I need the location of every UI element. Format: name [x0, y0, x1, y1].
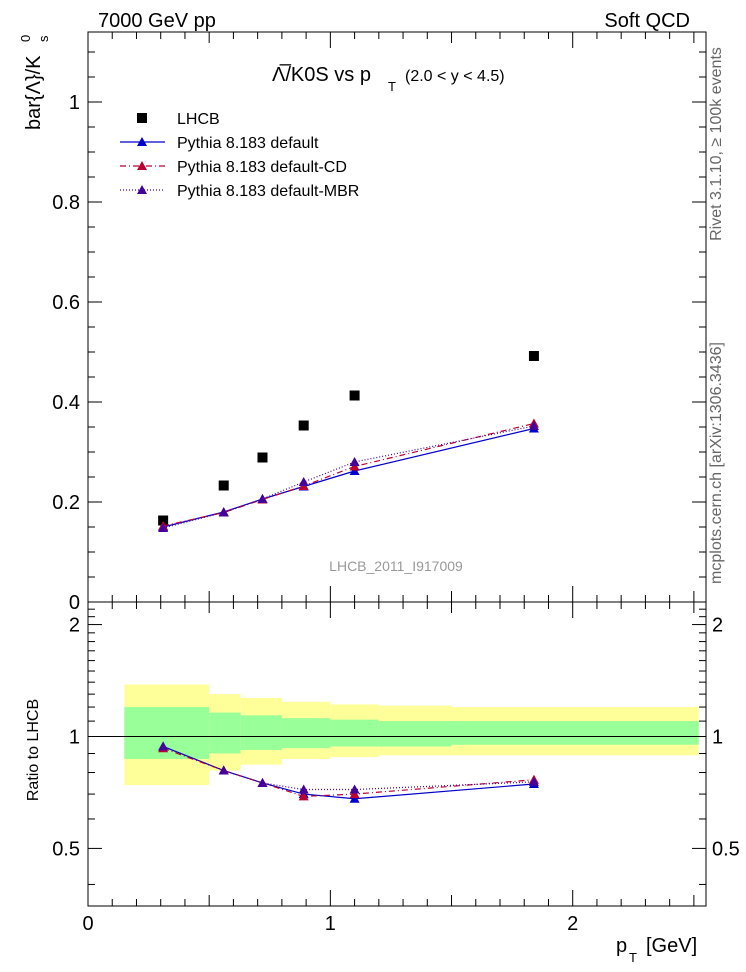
ratio-data-point — [298, 784, 309, 794]
ratio-y-tick-label-right: 0.5 — [712, 838, 740, 860]
title-main: Λ̅/K0S vs p — [272, 63, 371, 86]
x-tick-label: 2 — [567, 913, 578, 935]
ratio-y-tick-label: 2 — [69, 615, 80, 637]
green-band — [240, 715, 282, 750]
green-band — [281, 718, 331, 749]
y-tick-label: 0.4 — [52, 392, 80, 414]
ratio-panel: 0.5 0.5 1 1 2 2 0 1 2 Ratio to LHCB p T [GeV] — [25, 601, 740, 965]
title-range: (2.0 < y < 4.5) — [405, 68, 505, 85]
y-label-sup: 0 — [18, 35, 33, 42]
title-sub: T — [388, 79, 396, 94]
green-band — [451, 721, 699, 745]
lhcb-data-point — [298, 420, 309, 431]
svg-text:bar{Λ}/K: bar{Λ}/K — [23, 55, 45, 130]
x-axis-label: p T [GeV] — [616, 935, 697, 965]
mc-data-point — [158, 523, 169, 532]
green-band — [378, 721, 452, 747]
lhcb-data-point — [158, 515, 169, 526]
y-tick-label: 1 — [69, 92, 80, 114]
ratio-y-label: Ratio to LHCB — [25, 699, 42, 801]
ratio-data-point — [528, 776, 539, 786]
legend: LHCB Pythia 8.183 default Pythia 8.183 def… — [120, 111, 359, 200]
ratio-plot-frame — [87, 601, 707, 907]
lhcb-data-point — [349, 390, 360, 401]
ratio-data-point — [349, 793, 360, 803]
y-tick-label: 0.8 — [52, 192, 80, 214]
ratio-y-tick-label-right: 1 — [712, 726, 723, 748]
lhcb-data-point — [257, 452, 268, 463]
main-y-axis: 0 0.2 0.4 0.6 0.8 1 — [52, 51, 706, 614]
main-panel: 0 0.2 0.4 0.6 0.8 1 Λ̅/K0S vs p T (2.0 < y < … — [18, 31, 707, 614]
legend-marker — [137, 161, 147, 170]
y-tick-label: 0.2 — [52, 492, 80, 514]
main-y-label: bar{Λ}/K 0 s — [18, 35, 51, 130]
ratio-data-point — [158, 741, 169, 751]
y-label-sub: s — [36, 35, 51, 42]
ratio-series-group — [158, 741, 539, 803]
legend-marker — [137, 137, 147, 146]
mc-series-line — [162, 422, 535, 527]
analysis-watermark: LHCB_2011_I917009 — [329, 558, 463, 574]
green-band — [330, 719, 379, 747]
legend-marker — [137, 185, 147, 194]
ratio-y-tick-label: 1 — [69, 726, 80, 748]
ratio-y-tick-label: 0.5 — [52, 838, 80, 860]
lhcb-data-point — [528, 351, 539, 361]
mc-data-point — [349, 457, 360, 466]
green-band — [209, 712, 241, 754]
ratio-data-point — [257, 777, 268, 787]
legend-label: Pythia 8.183 default — [177, 135, 319, 152]
ratio-y-tick-label-right: 2 — [712, 615, 723, 637]
main-x-axis-ticks — [87, 32, 695, 602]
uncertainty-bands — [88, 684, 706, 786]
ratio-series-line — [162, 745, 534, 791]
mc-data-point — [257, 494, 268, 503]
y-tick-label: 0.6 — [52, 292, 80, 314]
ratio-data-point — [218, 765, 229, 775]
x-tick-label: 0 — [82, 913, 93, 935]
y-label-text: bar{Λ}/K — [23, 55, 45, 130]
x-label-sub: T — [629, 950, 637, 965]
main-series-group — [158, 351, 539, 532]
ratio-data-point — [349, 789, 360, 799]
mc-data-point — [528, 421, 539, 430]
x-tick-label: 1 — [325, 913, 336, 935]
energy-label: 7000 GeV pp — [98, 10, 216, 32]
ratio-data-point — [298, 791, 309, 801]
mc-series-line — [162, 427, 535, 528]
x-label-text: p — [616, 935, 627, 957]
mc-data-point — [218, 507, 229, 517]
lhcb-data-point — [218, 480, 229, 491]
legend-label: Pythia 8.183 default-CD — [177, 159, 347, 176]
x-label-unit: [GeV] — [646, 935, 697, 957]
legend-marker — [137, 113, 147, 123]
process-label: Soft QCD — [604, 10, 690, 32]
mcplots-label: mcplots.cern.ch [arXiv:1306.3436] — [708, 342, 725, 584]
y-tick-label: 0 — [69, 592, 80, 614]
legend-label: Pythia 8.183 default-MBR — [177, 183, 359, 200]
plot-title: Λ̅/K0S vs p T (2.0 < y < 4.5) — [272, 63, 505, 94]
ratio-data-point — [349, 784, 360, 794]
legend-label: LHCB — [177, 111, 220, 128]
mc-data-point — [298, 477, 309, 486]
rivet-label: Rivet 3.1.10, ≥ 100k events — [708, 47, 725, 241]
ratio-y-axis: 0.5 0.5 1 1 2 2 — [52, 608, 740, 885]
